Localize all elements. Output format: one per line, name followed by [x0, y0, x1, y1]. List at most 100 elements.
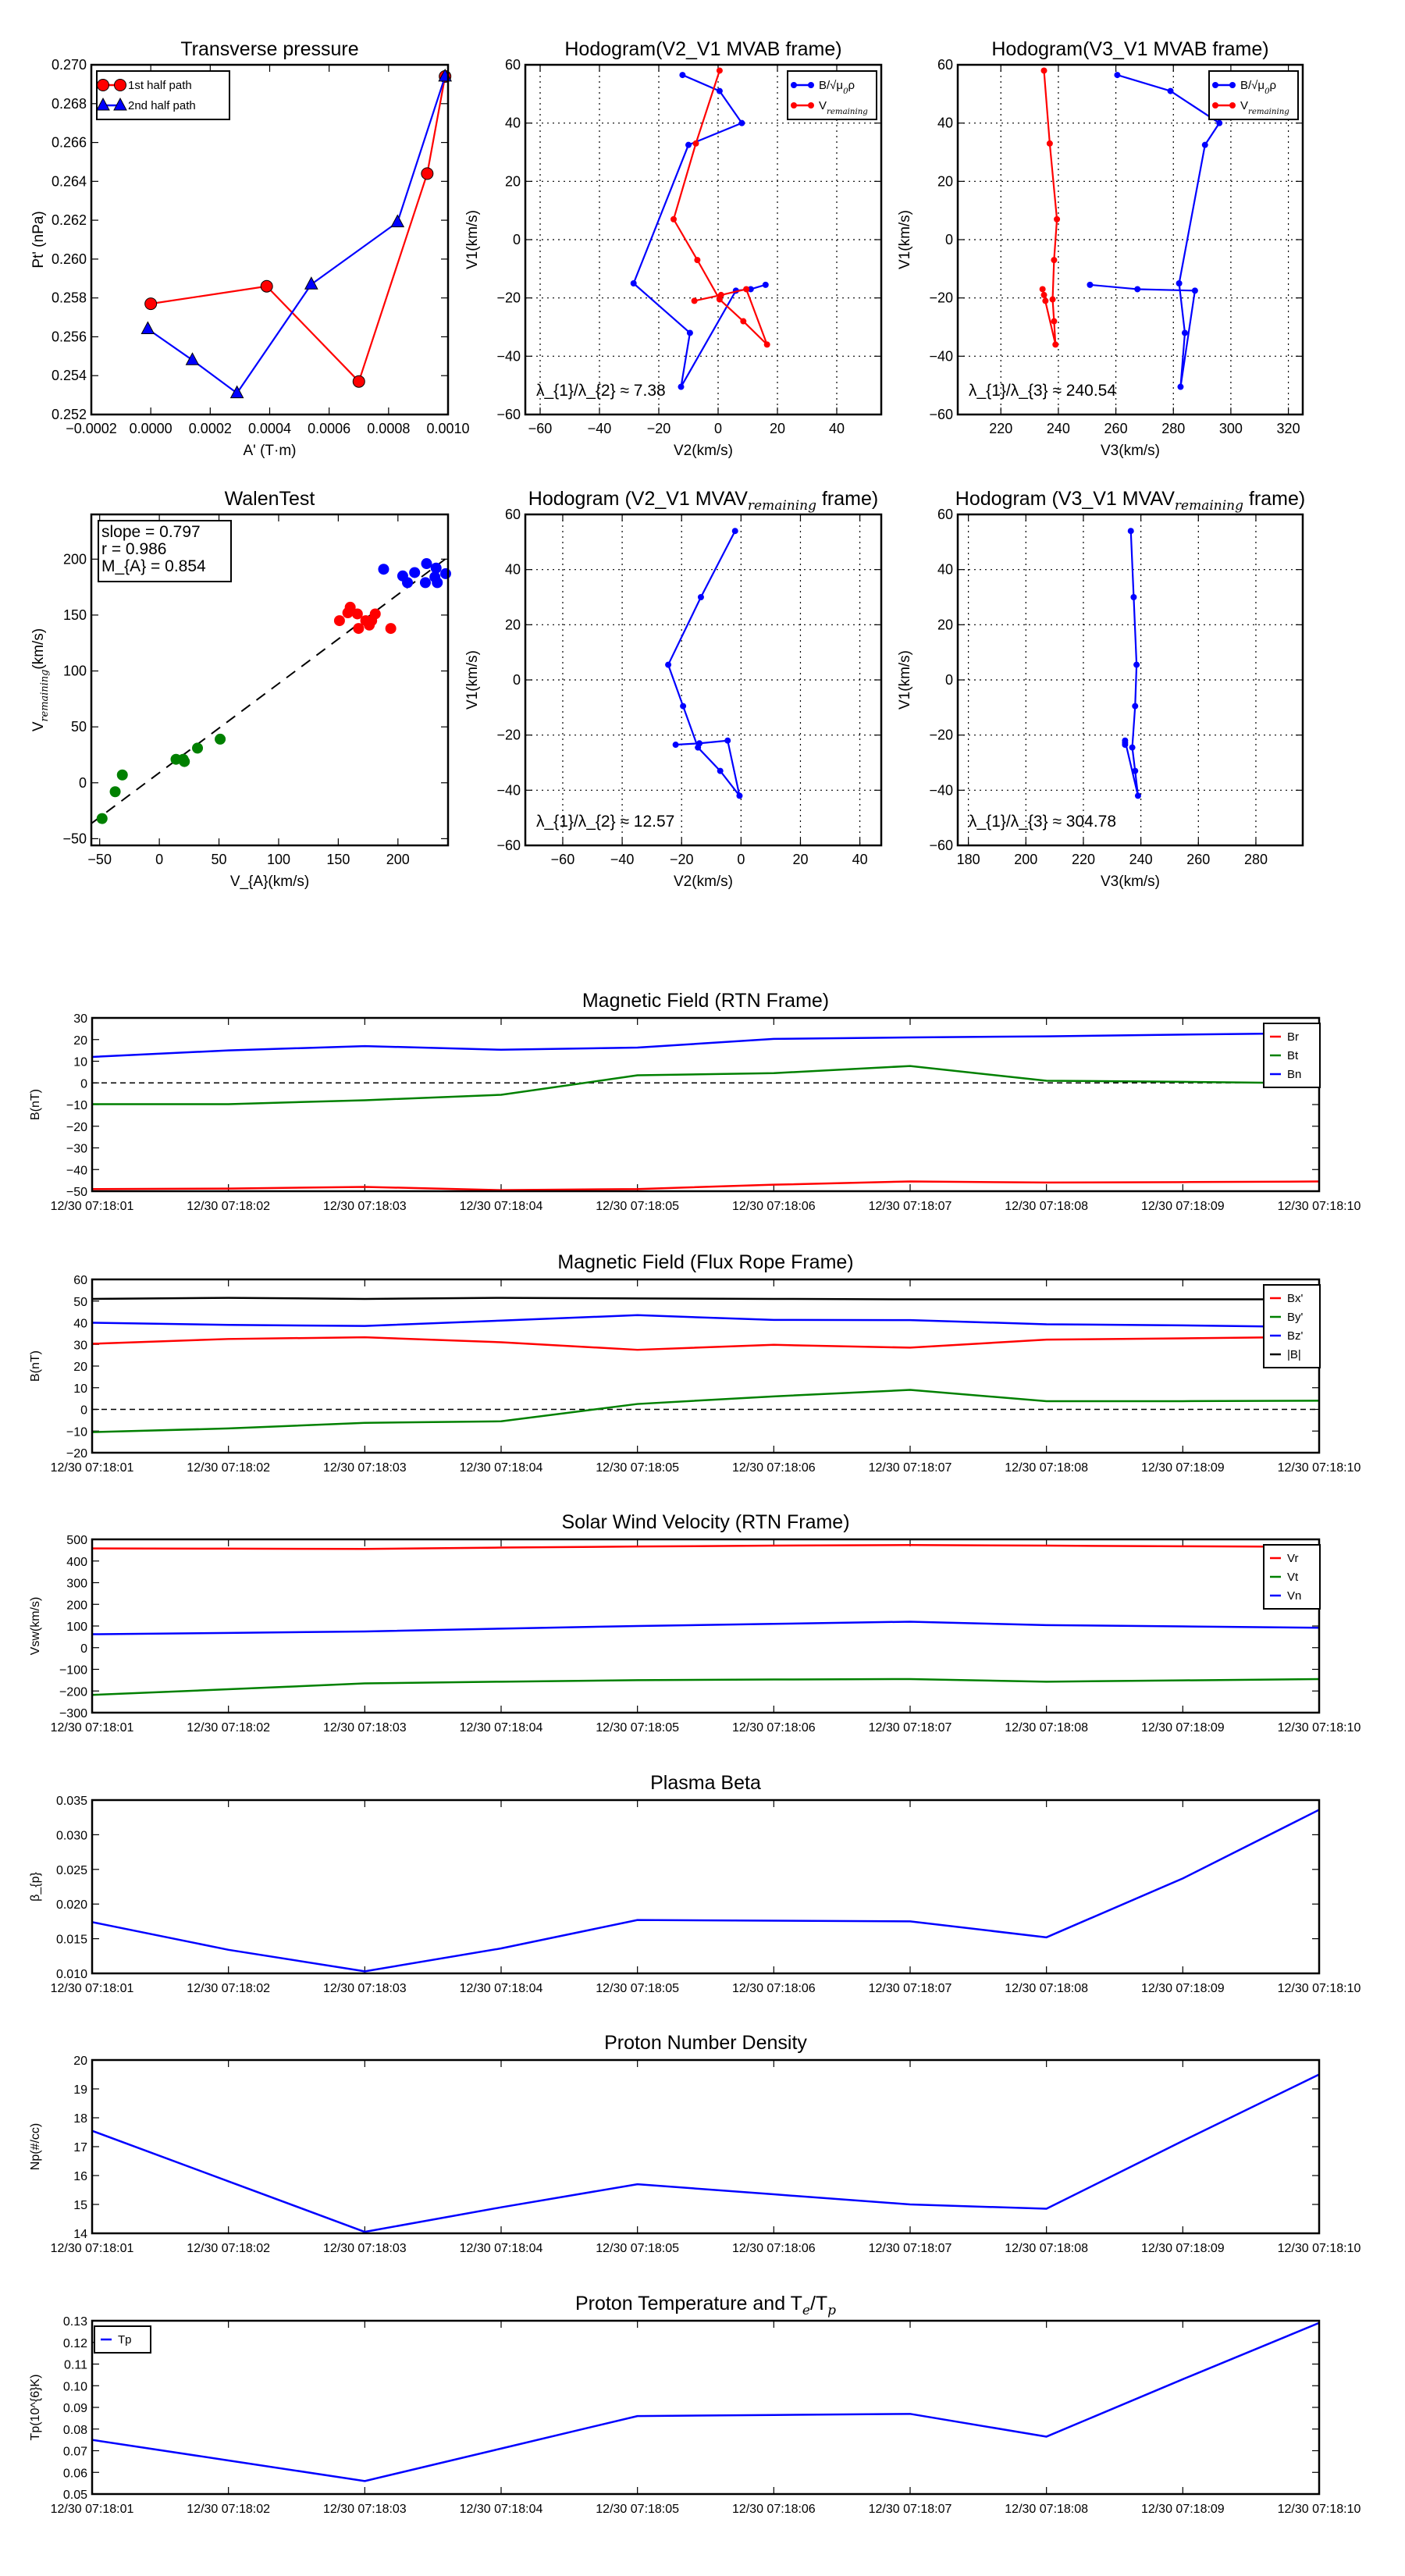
data-point: [1130, 594, 1137, 600]
data-point: [808, 102, 814, 109]
x-tick-label: −50: [87, 852, 112, 867]
chart-title: Hodogram (V2_V1 MVAVremaining frame): [528, 488, 878, 514]
data-point: [743, 286, 750, 293]
data-point: [116, 769, 128, 781]
x-tick-label: 12/30 07:18:05: [596, 2242, 679, 2255]
legend-label: By': [1287, 1311, 1304, 1324]
x-tick-label: 12/30 07:18:07: [869, 1721, 952, 1735]
y-tick-label: 0: [80, 1077, 87, 1091]
y-tick-label: −40: [929, 348, 953, 364]
x-tick-label: 12/30 07:18:04: [460, 1982, 543, 1995]
x-tick-label: 0.0000: [130, 421, 173, 436]
legend-label: 2nd half path: [128, 99, 196, 112]
y-tick-label: 30: [73, 1339, 87, 1352]
x-tick-label: 20: [770, 421, 785, 436]
x-tick-label: 12/30 07:18:03: [323, 2242, 407, 2255]
x-tick-label: 40: [829, 421, 845, 436]
series-line: [632, 74, 767, 388]
data-point: [1046, 140, 1053, 147]
legend-entry: Bn: [1270, 1068, 1301, 1081]
axes-frame: [956, 513, 1304, 847]
y-axis-label: V1(km/s): [897, 210, 913, 269]
x-tick-label: 12/30 07:18:03: [323, 1721, 407, 1735]
chart-5: 180 200 220 240 260 280 −60 −40 −20 0 20 40 60Hodogr…: [897, 488, 1305, 890]
legend-label: Bz': [1287, 1329, 1304, 1343]
data-point: [1167, 87, 1174, 94]
data-point: [1216, 119, 1223, 126]
data-point: [691, 297, 698, 304]
y-tick-label: 60: [937, 57, 953, 73]
y-tick-label: 0.266: [52, 135, 87, 151]
y-tick-label: 10: [73, 1382, 87, 1396]
y-tick-label: 0.262: [52, 212, 87, 228]
data-point: [1087, 281, 1094, 288]
y-tick-label: −30: [66, 1143, 87, 1156]
data-point: [731, 528, 738, 535]
data-point: [351, 608, 363, 620]
x-tick-label: 12/30 07:18:09: [1141, 2242, 1225, 2255]
data-point: [716, 87, 723, 94]
x-tick-label: 0: [714, 421, 722, 436]
data-point: [694, 257, 701, 264]
series-line: [151, 76, 446, 382]
x-tick-label: 12/30 07:18:09: [1141, 1721, 1225, 1735]
y-tick-label: 20: [937, 173, 953, 189]
x-tick-label: 280: [1161, 421, 1185, 436]
x-tick-label: −0.0002: [66, 421, 117, 436]
series-2nd half path: [140, 68, 453, 399]
legend-box: [1208, 70, 1299, 120]
series-line: [91, 1678, 1320, 1696]
y-tick-label: 0.254: [52, 368, 87, 383]
data-point: [353, 623, 365, 635]
x-tick-label: 12/30 07:18:09: [1141, 1461, 1225, 1475]
data-point: [679, 72, 686, 79]
data-point: [260, 279, 273, 293]
x-tick-label: 12/30 07:18:02: [187, 1721, 270, 1735]
chart-6: 12/30 07:18:01 12/30 07:18:02 12/30 07:18:…: [29, 990, 1361, 1213]
y-tick-label: 0.05: [63, 2489, 87, 2502]
legend-entry: |B|: [1270, 1348, 1301, 1361]
data-point: [696, 740, 703, 747]
y-tick-label: 0.258: [52, 290, 87, 306]
x-axis-label: V2(km/s): [674, 873, 733, 890]
x-tick-label: 12/30 07:18:08: [1005, 1200, 1088, 1213]
x-tick-label: 12/30 07:18:06: [732, 2503, 816, 2516]
series-line: [91, 1389, 1320, 1433]
y-axis-label: B(nT): [29, 1350, 42, 1382]
y-tick-label: 0.264: [52, 173, 87, 189]
x-tick-label: 260: [1186, 852, 1210, 867]
series-Bx': [91, 1336, 1320, 1351]
x-tick-label: 220: [1072, 852, 1095, 867]
y-tick-label: 20: [73, 1361, 87, 1374]
y-tick-label: 20: [505, 617, 521, 632]
y-tick-label: 16: [73, 2170, 87, 2183]
x-tick-label: 12/30 07:18:05: [596, 1461, 679, 1475]
x-tick-label: 12/30 07:18:10: [1278, 1200, 1361, 1213]
series-line: [91, 1809, 1320, 1973]
x-tick-label: 12/30 07:18:01: [51, 2503, 134, 2516]
y-tick-label: 60: [505, 507, 521, 522]
data-point: [1191, 287, 1198, 294]
x-tick-label: 20: [792, 852, 808, 867]
x-tick-label: 12/30 07:18:04: [460, 1200, 543, 1213]
data-point: [344, 601, 356, 613]
y-tick-label: 0.11: [64, 2359, 87, 2372]
series-line: [91, 1314, 1320, 1329]
y-tick-label: −100: [59, 1664, 87, 1678]
x-tick-label: −60: [551, 852, 575, 867]
x-tick-label: 12/30 07:18:01: [51, 1200, 134, 1213]
data-point: [390, 214, 405, 228]
legend-entry: Bz': [1270, 1329, 1304, 1343]
legend-label: B/√μ0ρ: [819, 79, 855, 96]
data-point: [215, 733, 226, 745]
series-Bz': [91, 1314, 1320, 1329]
y-tick-label: −20: [496, 728, 521, 743]
y-tick-label: −40: [496, 782, 521, 798]
y-tick-label: 20: [505, 173, 521, 189]
x-tick-label: 12/30 07:18:04: [460, 2242, 543, 2255]
y-tick-label: 0.256: [52, 329, 87, 344]
y-tick-label: 0.07: [63, 2446, 87, 2459]
data-point: [1039, 286, 1046, 293]
chart-title: Hodogram(V2_V1 MVAB frame): [564, 38, 841, 60]
chart-title: WalenTest: [225, 488, 315, 510]
